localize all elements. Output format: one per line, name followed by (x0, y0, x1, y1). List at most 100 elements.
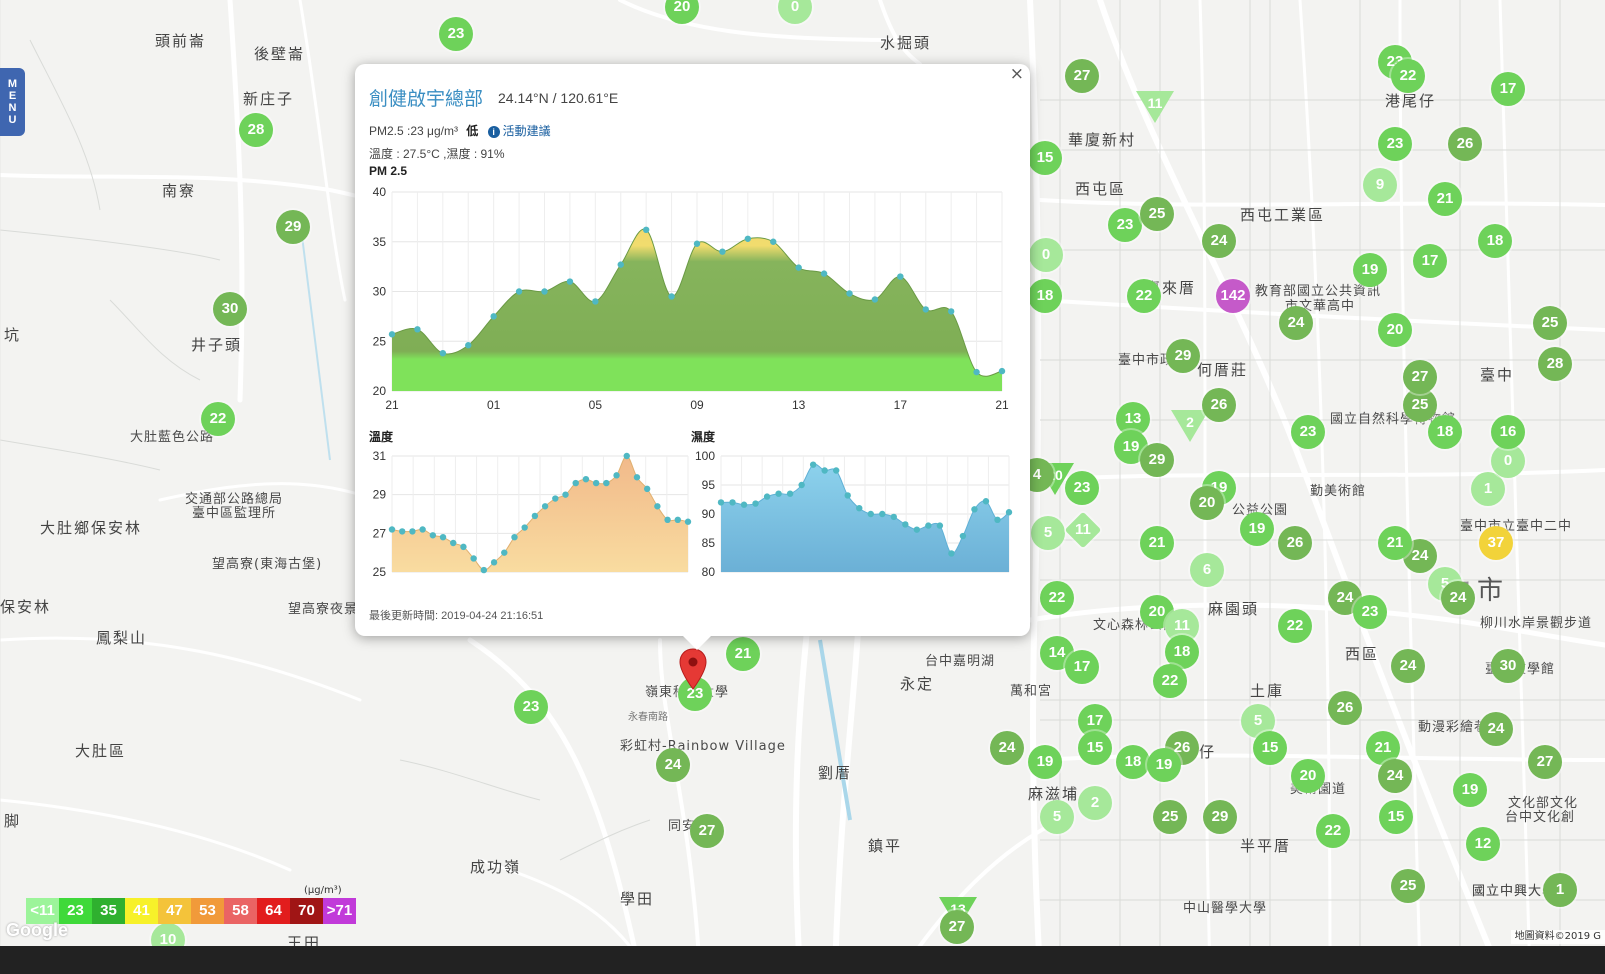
data-point[interactable] (470, 555, 477, 562)
popup-close-icon[interactable]: × (1009, 64, 1024, 84)
data-point[interactable] (668, 293, 675, 300)
station-marker[interactable]: 22 (201, 402, 235, 436)
data-point[interactable] (809, 461, 817, 468)
station-marker[interactable]: 1 (1543, 873, 1577, 907)
station-marker[interactable]: 0 (1491, 444, 1525, 478)
station-marker[interactable]: 17 (1065, 650, 1099, 684)
station-marker[interactable]: 28 (239, 113, 273, 147)
data-point[interactable] (521, 524, 528, 531)
station-marker[interactable]: 19 (1028, 745, 1062, 779)
data-point[interactable] (844, 492, 851, 499)
data-point[interactable] (450, 539, 457, 547)
data-point[interactable] (994, 516, 1001, 523)
data-point[interactable] (693, 240, 701, 247)
station-marker[interactable]: 24 (1378, 759, 1412, 793)
station-marker[interactable]: 37 (1479, 526, 1513, 560)
data-point[interactable] (566, 278, 574, 285)
data-point[interactable] (752, 500, 759, 507)
station-marker[interactable]: 22 (1278, 609, 1312, 643)
data-point[interactable] (820, 270, 828, 277)
data-point[interactable] (511, 534, 518, 541)
data-point[interactable] (770, 238, 777, 245)
data-point[interactable] (388, 526, 396, 533)
station-marker[interactable]: 23 (1291, 415, 1325, 449)
data-point[interactable] (897, 273, 904, 280)
selected-location-pin-icon[interactable] (679, 648, 707, 690)
data-point[interactable] (582, 476, 590, 483)
station-marker[interactable]: 22 (1040, 581, 1074, 615)
station-marker[interactable]: 24 (1391, 649, 1425, 683)
station-marker[interactable]: 2 (1171, 410, 1209, 442)
data-point[interactable] (439, 534, 447, 541)
station-marker[interactable]: 5 (1040, 800, 1074, 834)
station-marker[interactable]: 22 (1153, 664, 1187, 698)
station-marker[interactable]: 18 (1028, 279, 1062, 313)
station-marker[interactable]: 23 (678, 677, 712, 711)
station-marker[interactable]: 27 (1065, 59, 1099, 93)
station-marker[interactable]: 6 (1190, 553, 1224, 587)
station-marker[interactable]: 20 (1378, 313, 1412, 347)
data-point[interactable] (846, 290, 853, 297)
station-marker[interactable]: 27 (940, 910, 974, 944)
station-marker[interactable]: 26 (1278, 526, 1312, 560)
station-marker[interactable]: 12 (1466, 827, 1500, 861)
station-marker[interactable]: 21 (1140, 526, 1174, 560)
data-point[interactable] (642, 226, 650, 234)
data-point[interactable] (982, 498, 990, 505)
activity-advice-link[interactable]: i 活動建議 (487, 124, 551, 138)
data-point[interactable] (654, 503, 661, 510)
data-point[interactable] (409, 528, 416, 535)
data-point[interactable] (902, 521, 909, 528)
station-marker[interactable]: 21 (1428, 182, 1462, 216)
station-marker[interactable]: 0 (1029, 238, 1063, 272)
station-marker[interactable]: 26 (1202, 388, 1236, 422)
data-point[interactable] (775, 490, 782, 497)
data-point[interactable] (871, 296, 879, 303)
station-marker[interactable]: 24 (656, 748, 690, 782)
data-point[interactable] (1005, 509, 1013, 516)
station-marker[interactable]: 19 (1240, 512, 1274, 546)
station-marker[interactable]: 21 (726, 637, 760, 671)
station-marker[interactable]: 29 (276, 210, 310, 244)
data-point[interactable] (795, 264, 802, 271)
station-marker[interactable]: 30 (213, 292, 247, 326)
data-point[interactable] (729, 499, 736, 506)
station-marker[interactable]: 19 (1147, 748, 1181, 782)
data-point[interactable] (821, 467, 828, 474)
station-marker[interactable]: 24 (1479, 712, 1513, 746)
station-marker[interactable]: 21 (1378, 526, 1412, 560)
station-marker[interactable]: 18 (1478, 224, 1512, 258)
data-point[interactable] (429, 532, 437, 539)
data-point[interactable] (833, 467, 840, 474)
station-marker[interactable]: 15 (1078, 731, 1112, 765)
data-point[interactable] (798, 481, 805, 489)
data-point[interactable] (515, 288, 523, 295)
station-marker[interactable]: 5 (1031, 516, 1065, 550)
data-point[interactable] (763, 493, 771, 500)
station-marker[interactable]: 20 (1190, 486, 1224, 520)
data-point[interactable] (922, 306, 929, 313)
data-point[interactable] (552, 495, 559, 502)
data-point[interactable] (684, 518, 692, 525)
station-marker[interactable]: 20 (1291, 759, 1325, 793)
data-point[interactable] (674, 516, 681, 523)
data-point[interactable] (562, 491, 569, 498)
data-point[interactable] (913, 526, 921, 533)
station-marker[interactable]: 22 (1391, 59, 1425, 93)
station-marker[interactable]: 28 (1538, 347, 1572, 381)
data-point[interactable] (572, 479, 579, 487)
data-point[interactable] (664, 516, 671, 523)
data-point[interactable] (936, 522, 944, 529)
station-marker[interactable]: 29 (1140, 443, 1174, 477)
station-marker[interactable]: 25 (1153, 800, 1187, 834)
data-point[interactable] (856, 505, 863, 512)
station-marker[interactable]: 24 (990, 731, 1024, 765)
station-marker[interactable]: 23 (1065, 471, 1099, 505)
station-marker[interactable]: 15 (1379, 800, 1413, 834)
data-point[interactable] (414, 326, 421, 333)
station-marker[interactable]: 24 (1202, 224, 1236, 258)
station-marker[interactable]: 27 (1528, 745, 1562, 779)
station-marker[interactable]: 26 (1328, 691, 1362, 725)
station-marker[interactable]: 23 (439, 17, 473, 51)
station-marker[interactable]: 18 (1116, 745, 1150, 779)
